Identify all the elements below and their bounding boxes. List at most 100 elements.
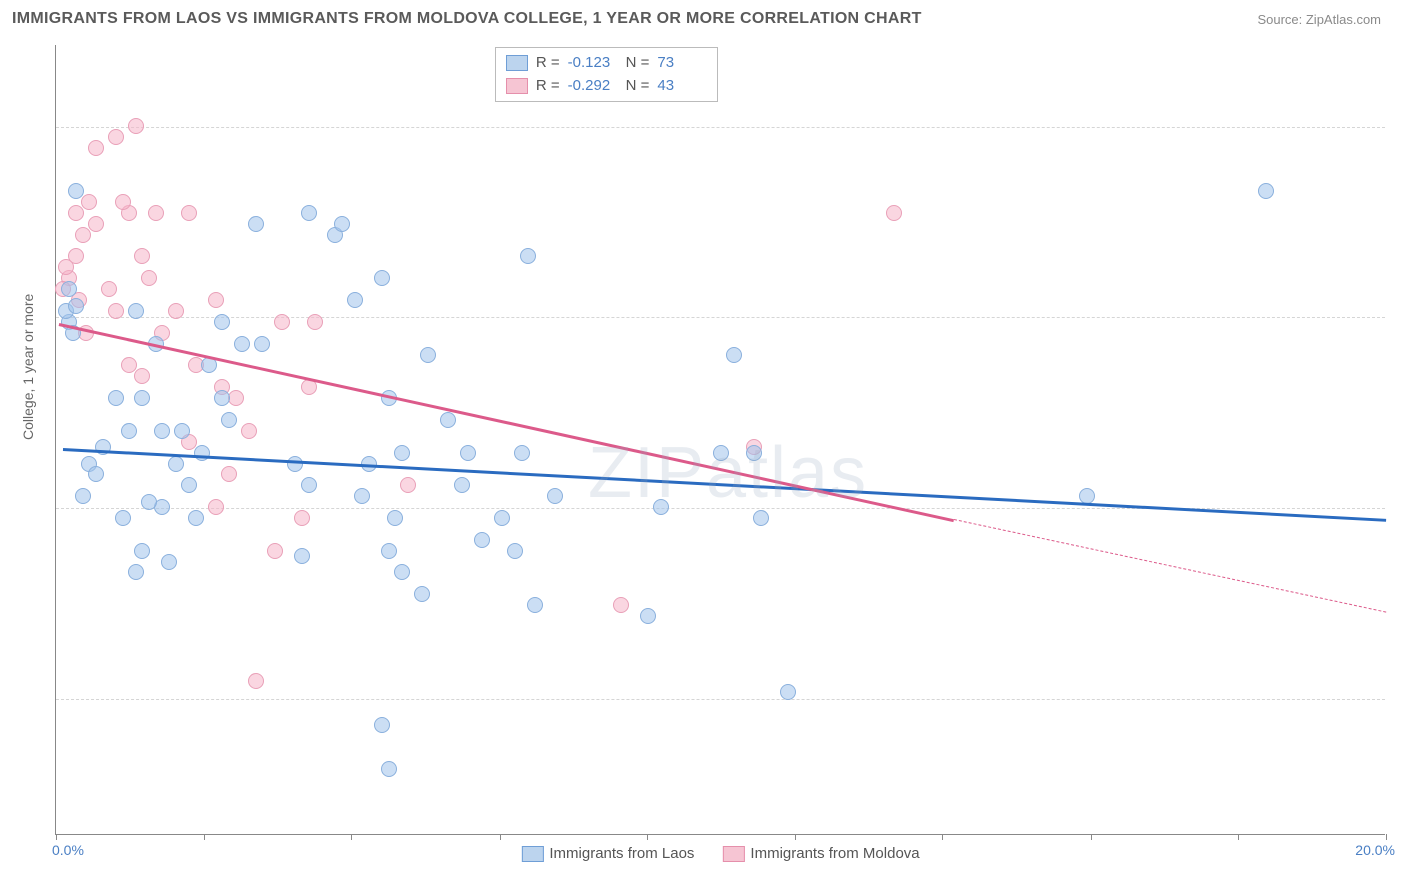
legend-label-laos: Immigrants from Laos	[549, 845, 694, 862]
scatter-point-laos	[514, 445, 530, 461]
scatter-point-laos	[653, 499, 669, 515]
scatter-point-moldova	[68, 205, 84, 221]
y-tick-label: 62.5%	[1395, 309, 1406, 325]
scatter-point-moldova	[115, 194, 131, 210]
chart-title: IMMIGRANTS FROM LAOS VS IMMIGRANTS FROM …	[12, 10, 922, 28]
scatter-point-laos	[474, 532, 490, 548]
scatter-point-moldova	[613, 597, 629, 613]
scatter-point-laos	[394, 564, 410, 580]
scatter-point-laos	[1258, 183, 1274, 199]
scatter-point-moldova	[128, 118, 144, 134]
scatter-point-moldova	[294, 510, 310, 526]
scatter-point-laos	[440, 412, 456, 428]
chart-header: IMMIGRANTS FROM LAOS VS IMMIGRANTS FROM …	[0, 0, 1406, 36]
scatter-point-laos	[75, 488, 91, 504]
legend-item-moldova: Immigrants from Moldova	[722, 845, 919, 862]
scatter-point-laos	[347, 292, 363, 308]
scatter-point-moldova	[134, 248, 150, 264]
scatter-point-moldova	[134, 368, 150, 384]
scatter-point-laos	[414, 586, 430, 602]
legend-stats-row-moldova: R =-0.292N =43	[506, 75, 708, 98]
scatter-point-laos	[68, 298, 84, 314]
x-tick	[56, 834, 57, 840]
scatter-point-laos	[387, 510, 403, 526]
scatter-point-moldova	[81, 194, 97, 210]
scatter-point-laos	[61, 281, 77, 297]
legend-swatch	[506, 78, 528, 94]
x-tick	[795, 834, 796, 840]
scatter-point-laos	[128, 303, 144, 319]
scatter-point-moldova	[168, 303, 184, 319]
legend-item-laos: Immigrants from Laos	[521, 845, 694, 862]
correlation-legend: R =-0.123N =73R =-0.292N =43	[495, 47, 719, 102]
legend-label-moldova: Immigrants from Moldova	[750, 845, 919, 862]
legend-swatch-moldova	[722, 846, 744, 862]
scatter-point-laos	[287, 456, 303, 472]
scatter-point-laos	[115, 510, 131, 526]
scatter-point-moldova	[208, 499, 224, 515]
scatter-point-moldova	[267, 543, 283, 559]
scatter-point-moldova	[400, 477, 416, 493]
x-tick	[351, 834, 352, 840]
legend-stats-row-laos: R =-0.123N =73	[506, 52, 708, 75]
scatter-point-moldova	[886, 205, 902, 221]
scatter-point-laos	[753, 510, 769, 526]
x-tick	[1238, 834, 1239, 840]
x-tick	[1091, 834, 1092, 840]
scatter-point-laos	[68, 183, 84, 199]
scatter-point-laos	[494, 510, 510, 526]
scatter-point-laos	[460, 445, 476, 461]
scatter-point-laos	[301, 205, 317, 221]
scatter-point-laos	[128, 564, 144, 580]
scatter-point-laos	[234, 336, 250, 352]
y-axis-label: College, 1 year or more	[20, 294, 36, 440]
x-tick	[500, 834, 501, 840]
scatter-point-laos	[640, 608, 656, 624]
scatter-point-moldova	[148, 205, 164, 221]
legend-n-value: 43	[657, 75, 707, 98]
scatter-point-laos	[780, 684, 796, 700]
scatter-point-laos	[454, 477, 470, 493]
y-tick-label: 80.0%	[1395, 119, 1406, 135]
scatter-point-laos	[354, 488, 370, 504]
scatter-point-laos	[746, 445, 762, 461]
scatter-point-moldova	[141, 270, 157, 286]
scatter-point-moldova	[108, 303, 124, 319]
legend-n-value: 73	[657, 52, 707, 75]
scatter-point-laos	[381, 543, 397, 559]
scatter-point-laos	[188, 510, 204, 526]
scatter-point-laos	[134, 543, 150, 559]
scatter-point-laos	[713, 445, 729, 461]
scatter-point-moldova	[221, 466, 237, 482]
scatter-point-moldova	[88, 140, 104, 156]
scatter-point-laos	[134, 390, 150, 406]
x-tick	[647, 834, 648, 840]
scatter-point-laos	[726, 347, 742, 363]
scatter-point-laos	[214, 390, 230, 406]
scatter-point-laos	[214, 314, 230, 330]
scatter-point-moldova	[248, 673, 264, 689]
scatter-point-moldova	[101, 281, 117, 297]
plot-region: 80.0%62.5%45.0%27.5%	[56, 45, 1385, 834]
legend-swatch-laos	[521, 846, 543, 862]
scatter-point-laos	[181, 477, 197, 493]
scatter-point-laos	[108, 390, 124, 406]
scatter-point-laos	[141, 494, 157, 510]
y-tick-label: 45.0%	[1395, 500, 1406, 516]
scatter-point-laos	[301, 477, 317, 493]
scatter-point-laos	[394, 445, 410, 461]
scatter-point-laos	[168, 456, 184, 472]
series-legend: Immigrants from Laos Immigrants from Mol…	[521, 845, 919, 862]
x-axis-max-label: 20.0%	[1355, 842, 1395, 858]
scatter-point-laos	[374, 717, 390, 733]
gridline-h	[56, 127, 1385, 128]
scatter-point-laos	[221, 412, 237, 428]
x-axis-min-label: 0.0%	[52, 842, 84, 858]
scatter-point-laos	[420, 347, 436, 363]
scatter-point-moldova	[108, 129, 124, 145]
scatter-point-laos	[88, 466, 104, 482]
scatter-point-laos	[374, 270, 390, 286]
scatter-point-moldova	[241, 423, 257, 439]
scatter-point-laos	[294, 548, 310, 564]
legend-n-label: N =	[626, 52, 650, 75]
